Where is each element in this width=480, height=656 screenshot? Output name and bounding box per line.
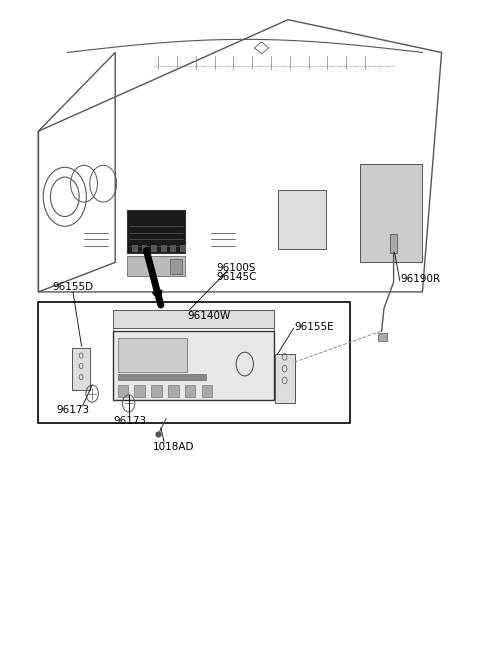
- Bar: [180, 245, 186, 252]
- Bar: [118, 338, 187, 372]
- FancyBboxPatch shape: [113, 310, 274, 328]
- Bar: [134, 385, 145, 397]
- Bar: [127, 210, 185, 253]
- Bar: [390, 234, 397, 253]
- Bar: [278, 190, 326, 249]
- Bar: [72, 348, 90, 390]
- Bar: [127, 256, 185, 276]
- Bar: [151, 385, 162, 397]
- Bar: [113, 331, 274, 400]
- Text: 96100S: 96100S: [216, 262, 256, 273]
- Text: 96145C: 96145C: [216, 272, 256, 283]
- Bar: [360, 164, 422, 262]
- Text: 96173: 96173: [113, 416, 146, 426]
- Bar: [170, 245, 176, 252]
- Text: 96155D: 96155D: [52, 282, 94, 293]
- Bar: [151, 245, 157, 252]
- Bar: [132, 245, 138, 252]
- Text: 96155E: 96155E: [295, 321, 335, 332]
- Text: 96173: 96173: [56, 405, 90, 415]
- Bar: [170, 259, 182, 274]
- Bar: [118, 385, 128, 397]
- Text: 1018AD: 1018AD: [153, 442, 194, 453]
- Bar: [118, 374, 206, 380]
- Text: 96190R: 96190R: [401, 274, 441, 284]
- Bar: [168, 385, 179, 397]
- Bar: [275, 354, 295, 403]
- Bar: [142, 245, 147, 252]
- Text: 96140W: 96140W: [187, 311, 230, 321]
- Bar: [185, 385, 195, 397]
- Bar: [202, 385, 212, 397]
- Bar: [378, 333, 387, 341]
- Bar: [161, 245, 167, 252]
- Bar: [38, 302, 350, 423]
